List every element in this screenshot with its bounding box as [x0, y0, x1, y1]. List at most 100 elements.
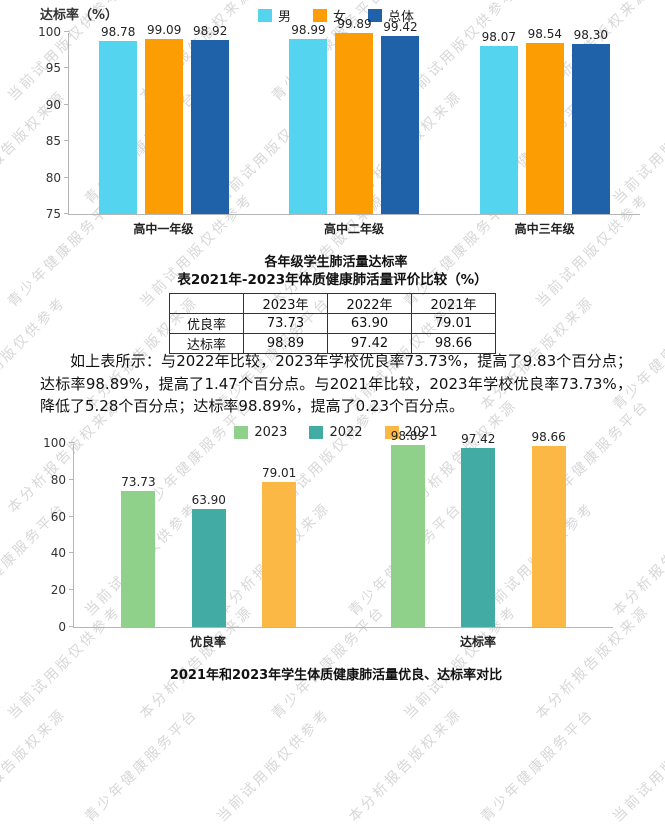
y-tick-label: 40 — [50, 546, 66, 561]
bar-value-label: 98.07 — [481, 30, 516, 45]
bar — [99, 40, 138, 214]
legend-label: 2023 — [254, 425, 288, 440]
legend-swatch — [309, 426, 324, 439]
bar-column: 79.01 — [262, 444, 296, 627]
bar-column: 99.09 — [145, 23, 184, 214]
bar — [381, 36, 420, 214]
watermark-text: 当前试用版仅供参考 — [610, 705, 665, 826]
comparison-table-section: 表2021年-2023年体质健康肺活量评价比较（%） 2023年 2022年 202… — [0, 268, 665, 354]
bar — [461, 447, 496, 627]
bar-column: 98.99 — [289, 23, 328, 214]
x-axis-labels: 高中一年级 高中二年级 高中三年级 — [68, 220, 640, 237]
bar — [191, 509, 226, 627]
table-header: 2023年 2022年 2021年 — [169, 293, 496, 314]
bar-group: 98.07 98.54 98.30 — [479, 27, 611, 214]
legend-item: 2021 — [384, 425, 438, 440]
legend-label: 女 — [332, 10, 346, 25]
y-tick-mark — [69, 552, 74, 554]
legend-swatch — [257, 9, 272, 22]
value-cell: 73.73 — [243, 313, 328, 334]
legend-item: 总体 — [368, 6, 414, 25]
table-title: 表2021年-2023年体质健康肺活量评价比较（%） — [177, 272, 488, 288]
y-tick-mark — [64, 176, 69, 178]
y-tick-label: 100 — [43, 436, 66, 450]
table-header-cell: 2022年 — [327, 293, 412, 314]
legend-item: 女 — [312, 6, 346, 25]
bar-group: 73.73 63.90 79.01 — [121, 444, 296, 627]
y-tick-label: 100 — [38, 25, 61, 39]
y-tick-label: 60 — [50, 509, 66, 524]
y-tick-label: 80 — [45, 170, 61, 185]
comparison-table: 2023年 2022年 2021年 优良率 73.73 63.90 79.01 达标率 98.… — [169, 293, 496, 354]
year-comparison-chart: 2023 2022 2021 0 20 40 60 80 100 73.73 63.90 79.01… — [35, 418, 637, 683]
bar — [121, 491, 156, 627]
y-tick-label: 95 — [45, 61, 61, 76]
table-header-cell — [169, 293, 244, 314]
bar-value-label: 73.73 — [121, 475, 156, 490]
bar — [262, 481, 297, 627]
y-tick-mark — [64, 103, 69, 105]
bar-value-label: 98.78 — [100, 24, 136, 39]
watermark-text: 当前试用版仅供参考 — [214, 705, 334, 826]
row-label-cell: 达标率 — [169, 333, 244, 354]
chart-caption: 各年级学生肺活量达标率 — [264, 255, 408, 270]
bar-value-label: 99.42 — [383, 20, 418, 35]
table-header-cell: 2023年 — [243, 293, 328, 314]
table-header-row: 2023年 2022年 2021年 — [169, 293, 496, 314]
bar — [335, 32, 374, 214]
bar-value-label: 99.89 — [337, 16, 372, 31]
bar — [145, 38, 184, 214]
bar — [390, 445, 425, 627]
y-axis-title: 达标率（%） — [40, 8, 119, 23]
y-tick-mark — [69, 442, 74, 443]
legend-label: 男 — [277, 10, 291, 25]
bar-column: 99.42 — [381, 20, 420, 214]
watermark-text: 本分析报告版权来源 — [0, 705, 70, 826]
legend-label: 2021 — [404, 425, 438, 440]
table-row: 达标率 98.89 97.42 98.66 — [169, 333, 496, 354]
bar-value-label: 99.09 — [146, 22, 182, 37]
chart-caption: 2021年和2023年学生体质健康肺活量优良、达标率对比 — [169, 668, 503, 683]
bar — [571, 44, 610, 214]
bar-column: 98.92 — [191, 24, 230, 214]
x-category-label: 优良率 — [189, 635, 226, 649]
chart-legend: 2023 2022 2021 — [35, 425, 637, 440]
watermark-text: 青少年健康服务平台 — [478, 705, 598, 826]
bar-column: 98.89 — [390, 429, 425, 627]
y-tick-label: 80 — [50, 472, 66, 487]
value-cell: 98.89 — [243, 333, 328, 354]
bar-value-label: 98.92 — [192, 23, 228, 38]
analysis-paragraph: 如上表所示：与2022年比较，2023年学校优良率73.73%，提高了9.83个… — [40, 352, 632, 415]
value-cell: 79.01 — [411, 313, 496, 334]
bar-value-label: 98.66 — [531, 429, 566, 444]
y-tick-mark — [69, 515, 74, 517]
bar-column: 97.42 — [461, 432, 496, 627]
bar — [531, 445, 566, 627]
y-tick-mark — [69, 589, 74, 591]
bar — [289, 39, 328, 214]
x-axis-labels: 优良率 达标率 — [73, 633, 613, 650]
bar-column: 98.07 — [479, 30, 518, 214]
bar-column: 98.66 — [531, 430, 566, 627]
y-tick-label: 0 — [58, 620, 66, 634]
y-tick-label: 90 — [45, 97, 61, 112]
table-header-cell: 2021年 — [411, 293, 496, 314]
y-tick-mark — [64, 213, 69, 214]
chart-legend: 男 女 总体 — [30, 6, 642, 25]
bar-value-label: 63.90 — [191, 493, 226, 508]
y-tick-mark — [69, 626, 74, 627]
bar-column: 63.90 — [192, 444, 226, 627]
row-label-cell: 优良率 — [169, 313, 244, 334]
legend-item: 2023 — [234, 425, 287, 440]
bar-value-label: 98.89 — [390, 429, 426, 443]
watermark-text: 本分析报告版权来源 — [346, 705, 466, 826]
bar-column: 99.89 — [335, 17, 374, 214]
legend-swatch — [234, 426, 249, 439]
bar-group: 98.78 99.09 98.92 — [98, 23, 230, 214]
bar-groups: 98.78 99.09 98.92 98.99 99.89 99.42 98.07 98.54… — [69, 17, 640, 214]
table-row: 优良率 73.73 63.90 79.01 — [169, 313, 496, 334]
bar-column: 98.30 — [571, 28, 610, 214]
plot-area: 75 80 85 90 95 100 98.78 99.09 98.92 98.99 99.89 99… — [38, 17, 640, 220]
y-tick-label: 75 — [45, 207, 61, 221]
